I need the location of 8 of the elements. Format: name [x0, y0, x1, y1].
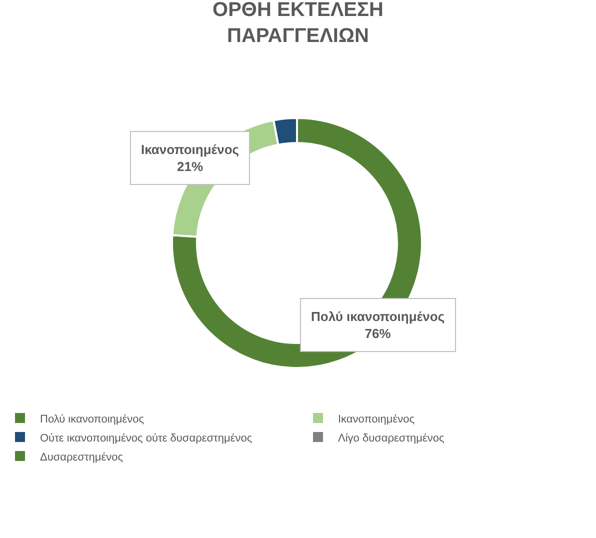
legend-label: Λίγο δυσαρεστημένος: [338, 432, 444, 444]
data-label: Πολύ ικανοποιημένος 76%: [311, 309, 445, 341]
legend-label: Ικανοποιημένος: [338, 413, 415, 426]
legend-label: Δυσαρεστημένος: [40, 451, 124, 464]
data-label: Ικανοποιημένος 21%: [141, 142, 240, 174]
legend-label: Πολύ ικανοποιημένος: [40, 413, 144, 426]
legend-label: Ούτε ικανοποιημένος ούτε δυσαρεστημένος: [40, 432, 252, 444]
chart-title: ΟΡΘΗ ΕΚΤΕΛΕΣΗ ΠΑΡΑΓΓΕΛΙΩΝ: [212, 0, 384, 48]
